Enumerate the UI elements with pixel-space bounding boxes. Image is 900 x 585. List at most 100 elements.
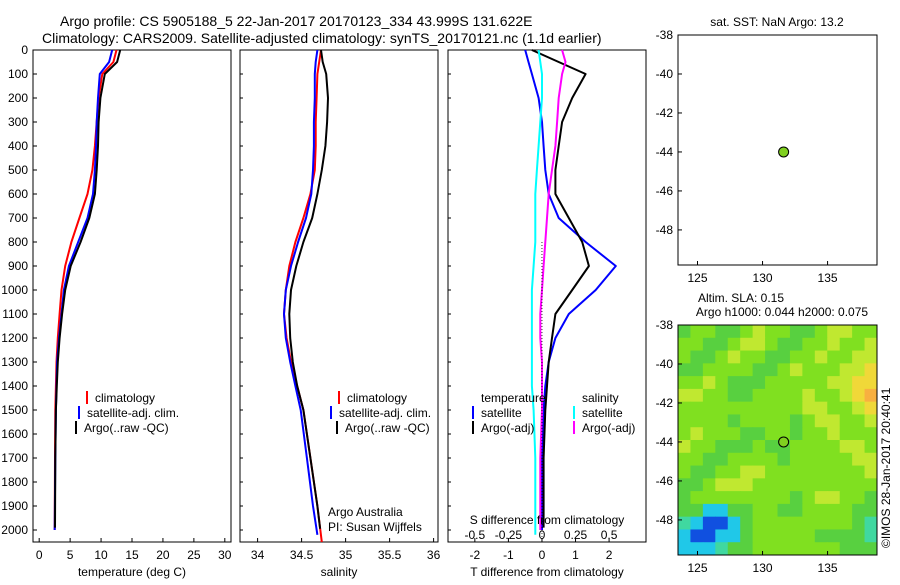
- legend-label-t-satellite: satellite: [481, 406, 522, 420]
- heatmap-cell: [839, 388, 853, 403]
- heatmap-cell: [740, 440, 754, 454]
- heatmap-cell: [827, 440, 841, 454]
- sst_map-xtick-label: 130: [753, 271, 773, 285]
- heatmap-cell: [690, 542, 704, 556]
- heatmap-cell: [777, 452, 791, 467]
- heatmap-cell: [678, 440, 691, 454]
- heatmap-cell: [839, 325, 853, 339]
- heatmap-cell: [765, 542, 778, 556]
- heatmap-cell: [727, 465, 741, 479]
- heatmap-cell: [715, 465, 729, 479]
- heatmap-cell: [765, 465, 778, 479]
- heatmap-cell: [789, 427, 803, 441]
- temperature-legend: climatology satellite-adj. clim. Argo(..…: [75, 391, 179, 435]
- heatmap-cell: [702, 427, 716, 441]
- sla-map-frame: [677, 324, 878, 556]
- heatmap-cell: [702, 337, 716, 352]
- heatmap-cell: [727, 376, 741, 390]
- heatmap-cell: [827, 503, 841, 518]
- heatmap-cell: [864, 516, 878, 530]
- heatmap-cell: [789, 401, 803, 415]
- temperature-ytick-label: 2000: [1, 523, 28, 537]
- sst_map-ytick-label: -40: [656, 67, 674, 81]
- heatmap-cell: [678, 503, 691, 518]
- heatmap-cell: [690, 491, 704, 505]
- temperature-ytick-label: 600: [8, 187, 28, 201]
- salinity-panel-frame: [239, 49, 439, 543]
- heatmap-cell: [789, 503, 803, 518]
- legend-header-salinity: salinity: [582, 391, 619, 405]
- heatmap-cell: [702, 363, 716, 377]
- heatmap-cell: [765, 529, 778, 543]
- temperature-ytick-label: 1000: [1, 283, 28, 297]
- legend-label-s-satellite: satellite: [582, 406, 623, 420]
- sst_map-xtick-label: 125: [687, 271, 707, 285]
- heatmap-cell: [678, 452, 691, 467]
- heatmap-cell: [864, 401, 878, 415]
- heatmap-cell: [802, 337, 816, 352]
- heatmap-cell: [777, 350, 791, 364]
- heatmap-cell: [765, 325, 778, 339]
- heatmap-cell: [678, 337, 691, 352]
- heatmap-cell: [715, 427, 729, 441]
- heatmap-cell: [752, 427, 766, 441]
- heatmap-cell: [802, 350, 816, 364]
- heatmap-cell: [727, 325, 741, 339]
- heatmap-cell: [678, 363, 691, 377]
- heatmap-cell: [715, 414, 729, 428]
- heatmap-cell: [690, 427, 704, 441]
- difference-panel-frame: [447, 49, 647, 543]
- heatmap-cell: [690, 337, 704, 352]
- heatmap-cell: [702, 376, 716, 390]
- heatmap-cell: [814, 401, 828, 415]
- temperature-ytick-label: 1600: [1, 427, 28, 441]
- heatmap-cell: [765, 350, 778, 364]
- heatmap-cell: [740, 503, 754, 518]
- heatmap-cell: [839, 337, 853, 352]
- heatmap-cell: [827, 529, 841, 543]
- heatmap-cell: [690, 503, 704, 518]
- heatmap-cell: [814, 465, 828, 479]
- heatmap-cell: [715, 516, 729, 530]
- difference-series-satellite: [530, 49, 543, 535]
- temperature-ytick-label: 1200: [1, 331, 28, 345]
- heatmap-cell: [678, 401, 691, 415]
- legend-label-argo: Argo(..raw -QC): [84, 421, 169, 435]
- heatmap-cell: [839, 516, 853, 530]
- heatmap-cell: [777, 529, 791, 543]
- heatmap-cell: [690, 414, 704, 428]
- heatmap-cell: [802, 491, 816, 505]
- heatmap-cell: [839, 363, 853, 377]
- heatmap-cell: [702, 350, 716, 364]
- heatmap-cell: [839, 350, 853, 364]
- heatmap-cell: [752, 478, 766, 492]
- heatmap-cell: [702, 325, 716, 339]
- heatmap-cell: [839, 542, 853, 556]
- heatmap-cell: [715, 478, 729, 492]
- heatmap-cell: [752, 337, 766, 352]
- heatmap-cell: [740, 427, 754, 441]
- heatmap-cell: [852, 427, 866, 441]
- sst_map-ytick-label: -38: [656, 28, 674, 42]
- difference-series-argo-adj-: [531, 49, 590, 528]
- heatmap-cell: [864, 350, 878, 364]
- heatmap-cell: [814, 427, 828, 441]
- sst_map-ytick-label: -48: [656, 223, 674, 237]
- difference-top-tick-label: -0.5: [465, 528, 486, 542]
- heatmap-cell: [839, 376, 853, 390]
- heatmap-cell: [678, 427, 691, 441]
- heatmap-cell: [814, 516, 828, 530]
- salinity-xtick-label: 35.5: [378, 548, 402, 562]
- argo-australia-label: Argo Australia: [328, 505, 403, 519]
- heatmap-cell: [802, 529, 816, 543]
- s-difference-axis-label: S difference from climatology: [470, 513, 625, 527]
- heatmap-cell: [864, 427, 878, 441]
- difference-xtick-label: -1: [503, 548, 514, 562]
- legend-label-satellite: satellite-adj. clim.: [339, 406, 431, 420]
- heatmap-cell: [789, 440, 803, 454]
- sst-map-frame: [677, 34, 878, 266]
- sla_map-xtick-label: 130: [753, 561, 773, 575]
- heatmap-cell: [814, 542, 828, 556]
- heatmap-cell: [852, 414, 866, 428]
